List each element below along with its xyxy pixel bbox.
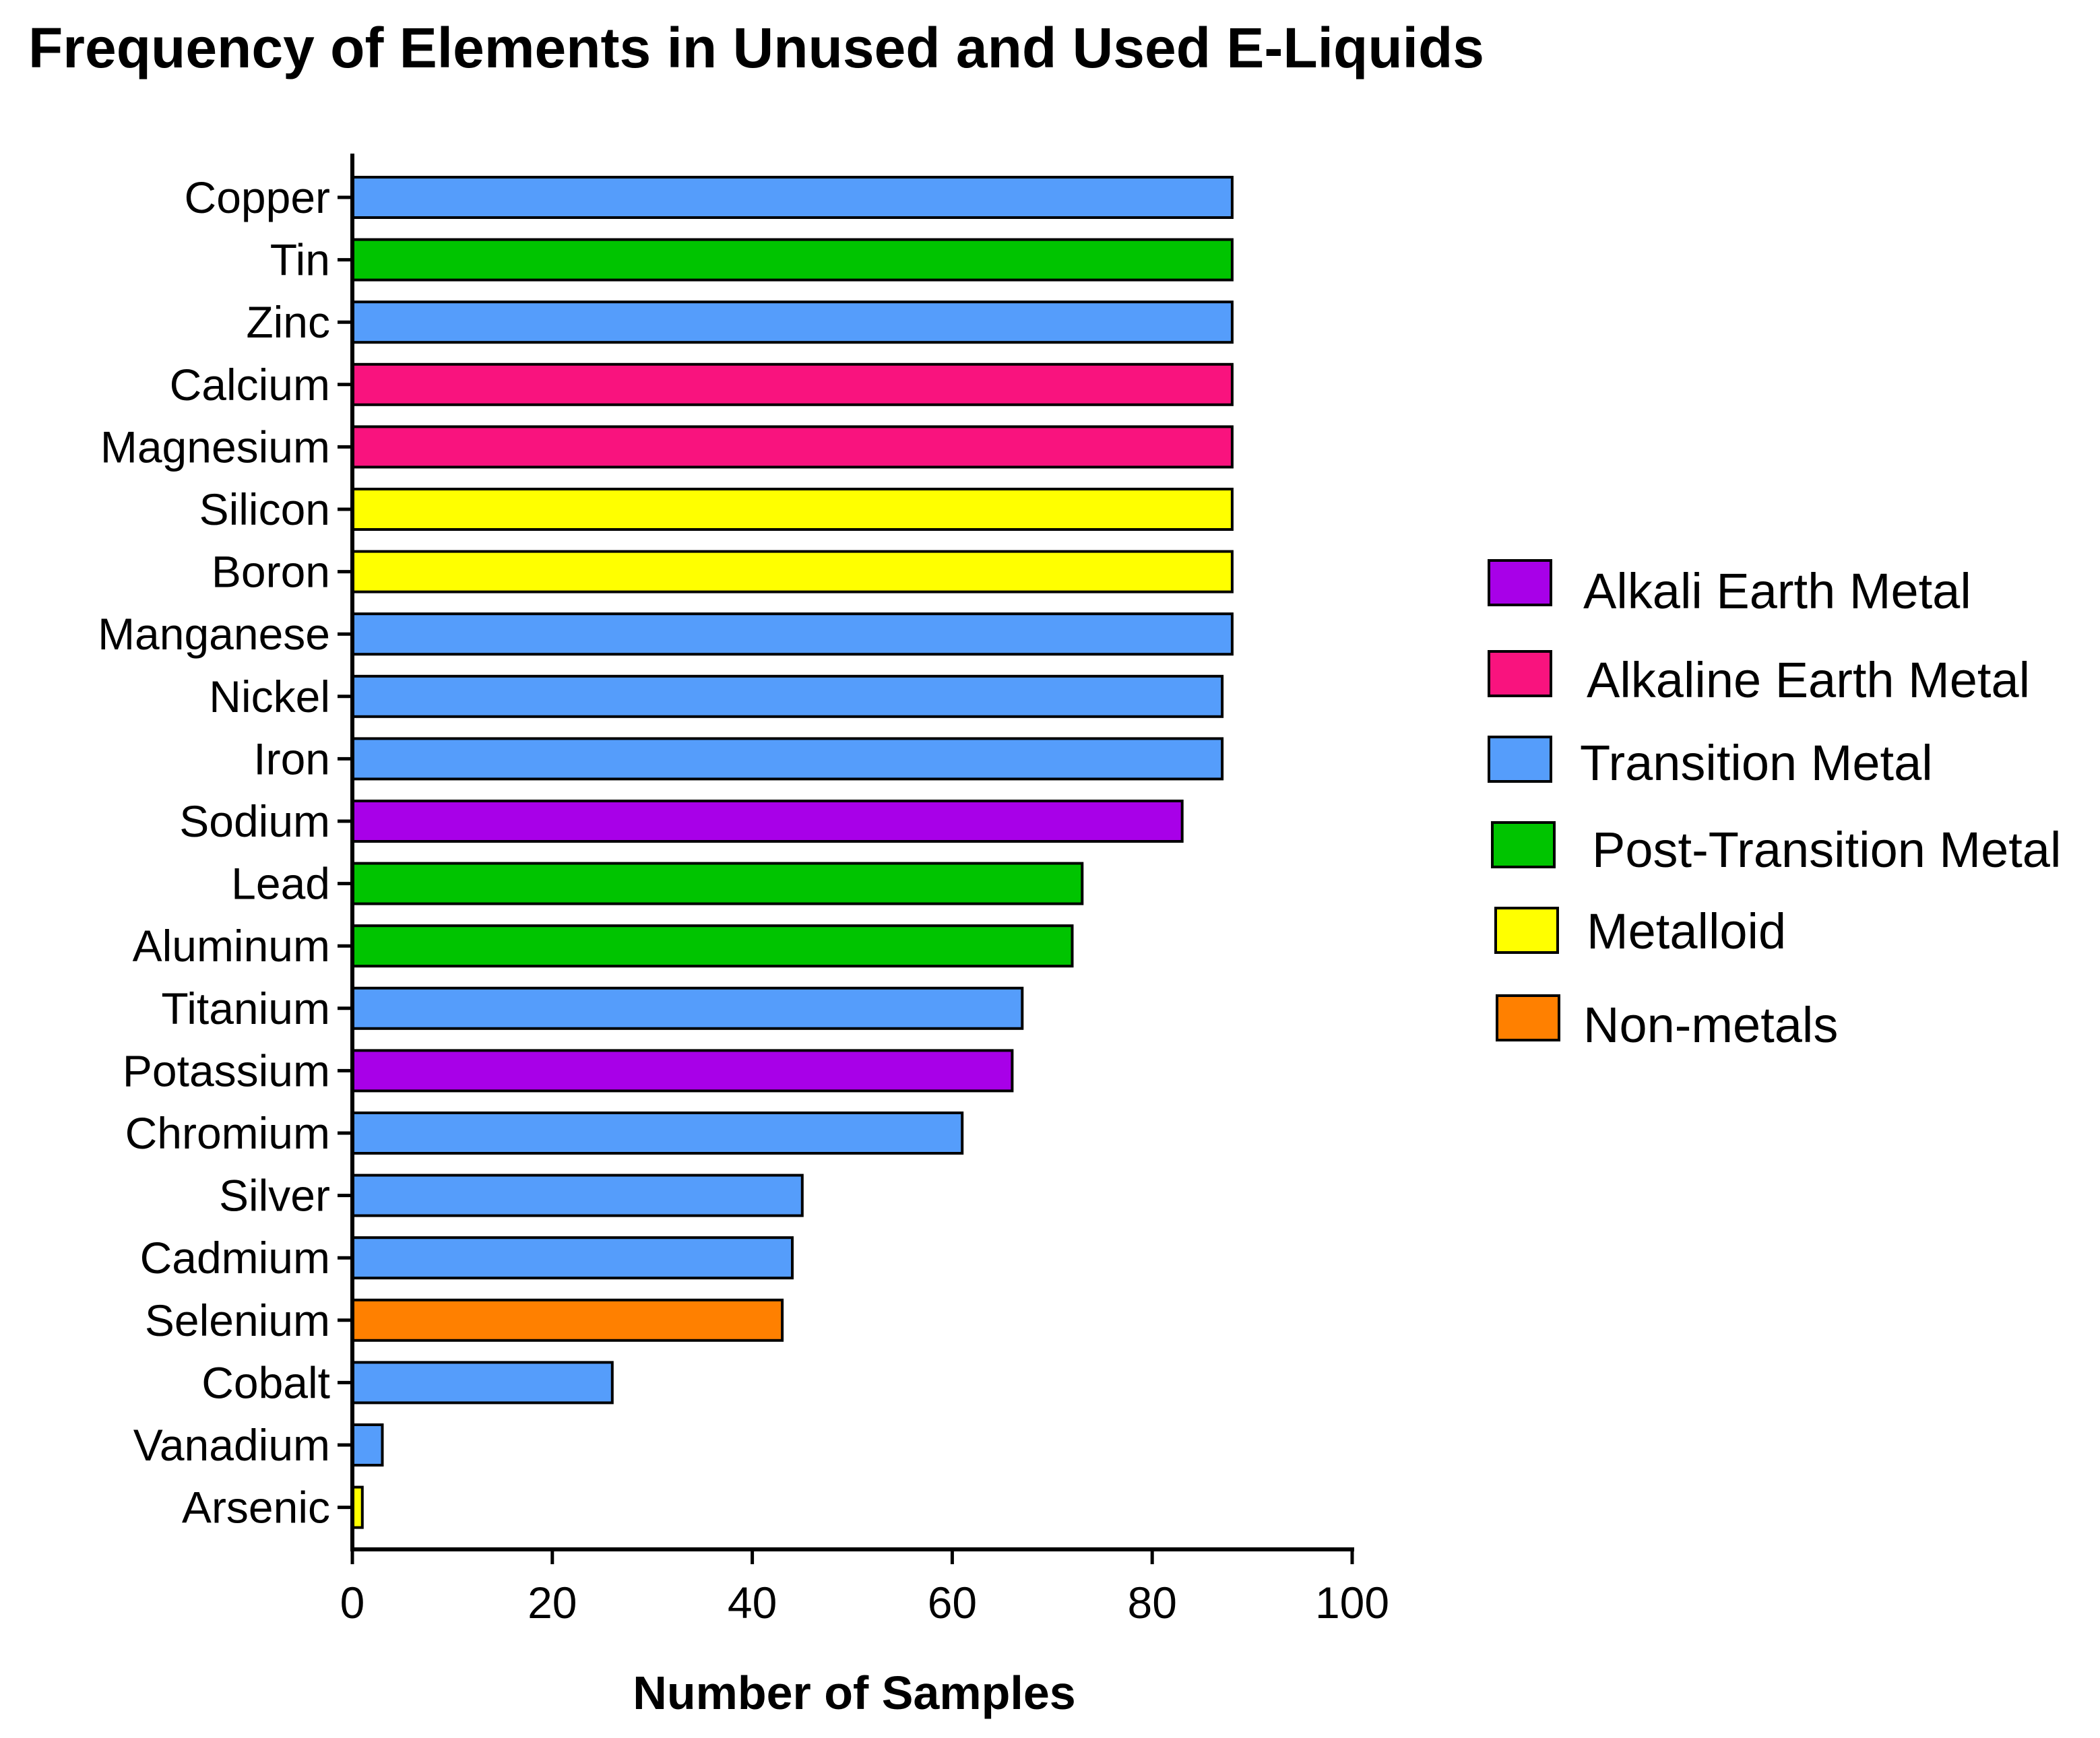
y-tick-label-iron: Iron: [253, 734, 330, 783]
y-tick-label-vanadium: Vanadium: [133, 1420, 330, 1470]
axes-layer: Copper Tin Zinc Calcium Magnesium Silicon Boro…: [98, 154, 1389, 1628]
legend-swatch-post: [1491, 821, 1556, 868]
y-tick-label-tin: Tin: [270, 235, 330, 285]
y-tick-label-arsenic: Arsenic: [182, 1483, 330, 1533]
legend-label-alkali: Alkali Earth Metal: [1583, 563, 1971, 619]
legend-label-alkaline: Alkaline Earth Metal: [1587, 652, 2030, 708]
y-tick-label-chromium: Chromium: [125, 1108, 330, 1158]
bar-iron: [351, 737, 1224, 781]
legend-label-nonmetal: Non-metals: [1583, 997, 1838, 1053]
y-tick-label-selenium: Selenium: [145, 1295, 330, 1345]
bar-aluminum: [351, 924, 1074, 968]
x-tick-label-60: 60: [928, 1578, 977, 1628]
legend: Alkali Earth Metal Alkaline Earth Metal Tr…: [1488, 559, 2061, 1053]
bar-potassium: [351, 1049, 1014, 1093]
y-tick-label-boron: Boron: [212, 547, 330, 597]
bar-boron: [351, 550, 1234, 593]
y-tick-label-silicon: Silicon: [199, 484, 330, 534]
chart-title: Frequency of Elements in Unused and Used…: [28, 16, 1484, 79]
legend-swatch-alkali: [1488, 559, 1552, 606]
bar-cadmium: [351, 1236, 794, 1280]
y-tick-label-titanium: Titanium: [161, 984, 330, 1033]
bar-lead: [351, 862, 1084, 905]
y-tick-label-potassium: Potassium: [123, 1045, 330, 1095]
legend-swatch-metalloid: [1494, 907, 1559, 954]
bar-copper: [351, 176, 1234, 219]
x-tick-label-40: 40: [728, 1578, 777, 1628]
bar-nickel: [351, 674, 1224, 718]
x-tick-label-80: 80: [1127, 1578, 1176, 1628]
y-tick-label-zinc: Zinc: [246, 297, 330, 347]
y-tick-label-calcium: Calcium: [170, 360, 330, 410]
y-tick-label-manganese: Manganese: [98, 609, 330, 659]
y-tick-label-cobalt: Cobalt: [201, 1357, 330, 1407]
x-axis-title: Number of Samples: [633, 1667, 1075, 1719]
legend-swatch-nonmetal: [1496, 994, 1560, 1041]
y-tick-label-magnesium: Magnesium: [100, 422, 330, 472]
legend-swatch-alkaline: [1488, 650, 1552, 697]
y-tick-label-cadmium: Cadmium: [140, 1233, 330, 1283]
y-tick-label-nickel: Nickel: [209, 672, 330, 721]
bar-magnesium: [351, 425, 1234, 469]
bar-zinc: [351, 300, 1234, 344]
bar-titanium: [351, 986, 1024, 1030]
bar-silver: [351, 1173, 804, 1217]
bar-manganese: [351, 612, 1234, 656]
x-tick-label-20: 20: [528, 1578, 577, 1628]
legend-label-metalloid: Metalloid: [1587, 903, 1786, 959]
y-tick-label-aluminum: Aluminum: [133, 921, 330, 971]
y-tick-label-silver: Silver: [219, 1171, 330, 1221]
bar-selenium: [351, 1298, 784, 1342]
bar-vanadium: [351, 1423, 384, 1467]
legend-label-post: Post-Transition Metal: [1592, 822, 2061, 878]
x-tick-label-0: 0: [340, 1578, 365, 1628]
bar-cobalt: [351, 1361, 614, 1405]
bar-chromium: [351, 1112, 964, 1155]
bars-layer: [351, 176, 1234, 1529]
legend-swatch-transition: [1488, 736, 1552, 783]
bar-sodium: [351, 800, 1184, 843]
bar-tin: [351, 238, 1234, 282]
bar-calcium: [351, 362, 1234, 406]
y-tick-label-sodium: Sodium: [179, 796, 330, 846]
bar-silicon: [351, 488, 1234, 531]
legend-label-transition: Transition Metal: [1580, 735, 1933, 791]
y-tick-label-copper: Copper: [185, 172, 330, 222]
y-tick-label-lead: Lead: [231, 859, 330, 909]
x-tick-label-100: 100: [1315, 1578, 1389, 1628]
